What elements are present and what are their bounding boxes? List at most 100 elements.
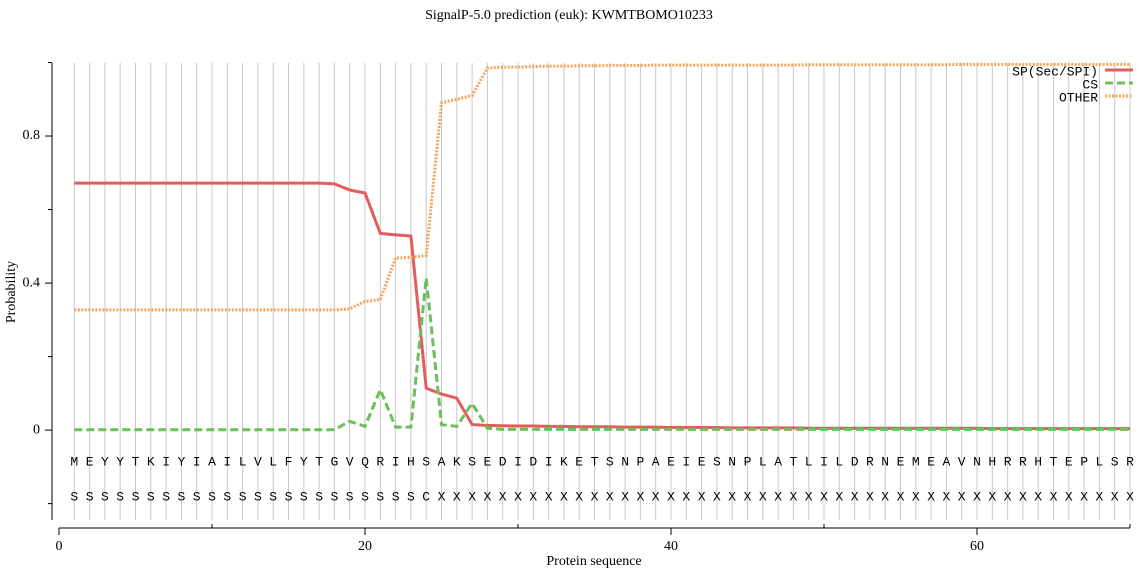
prediction-label: X: [529, 489, 537, 504]
prediction-label: S: [177, 489, 185, 504]
prediction-label: X: [1111, 489, 1119, 504]
prediction-label: S: [223, 489, 231, 504]
prediction-label: S: [70, 489, 78, 504]
prediction-label: X: [636, 489, 644, 504]
prediction-label: X: [713, 489, 721, 504]
residue: P: [636, 454, 644, 469]
x-tick-label: 60: [970, 539, 984, 554]
residue: R: [1126, 454, 1134, 469]
residue: S: [422, 454, 430, 469]
prediction-label: X: [514, 489, 522, 504]
residue: R: [866, 454, 874, 469]
prediction-label: S: [162, 489, 170, 504]
residue: V: [958, 454, 966, 469]
series-line: [74, 62, 1130, 312]
series-line: [74, 181, 1130, 431]
residue: H: [407, 454, 415, 469]
residue: P: [744, 454, 752, 469]
prediction-label: X: [698, 489, 706, 504]
residue: R: [1019, 454, 1027, 469]
prediction-label: X: [453, 489, 461, 504]
prediction-label: X: [1080, 489, 1088, 504]
residue: A: [942, 454, 950, 469]
prediction-label: X: [897, 489, 905, 504]
prediction-label: X: [438, 489, 446, 504]
residue: L: [805, 454, 813, 469]
prediction-label: S: [346, 489, 354, 504]
prediction-label: X: [927, 489, 935, 504]
x-tick-label: 20: [358, 539, 372, 554]
residue: F: [285, 454, 293, 469]
residue: S: [1111, 454, 1119, 469]
prediction-label: X: [1095, 489, 1103, 504]
residue: S: [606, 454, 614, 469]
prediction-label: X: [866, 489, 874, 504]
residue: E: [86, 454, 94, 469]
prediction-label: X: [606, 489, 614, 504]
residue: V: [346, 454, 354, 469]
prediction-label: S: [132, 489, 140, 504]
prediction-label: X: [575, 489, 583, 504]
residue: L: [239, 454, 247, 469]
x-axis-label: Protein sequence: [546, 554, 641, 569]
prediction-label: S: [376, 489, 384, 504]
residue: K: [147, 454, 155, 469]
prediction-label: S: [330, 489, 338, 504]
residue: T: [315, 454, 323, 469]
residue: L: [759, 454, 767, 469]
prediction-label: X: [820, 489, 828, 504]
residue: T: [132, 454, 140, 469]
prediction-label: X: [483, 489, 491, 504]
prediction-label: S: [86, 489, 94, 504]
residue: R: [1004, 454, 1012, 469]
residue: Q: [361, 454, 369, 469]
y-tick-label: 0.4: [23, 275, 41, 290]
residue: M: [912, 454, 920, 469]
prediction-label: X: [1004, 489, 1012, 504]
prediction-label: X: [759, 489, 767, 504]
residue: M: [70, 454, 78, 469]
x-tick-label: 40: [664, 539, 678, 554]
prediction-label: X: [851, 489, 859, 504]
prediction-label: X: [1126, 489, 1134, 504]
prediction-label: X: [652, 489, 660, 504]
prediction-label: S: [208, 489, 216, 504]
series-line: [74, 277, 1130, 432]
residue: P: [1080, 454, 1088, 469]
residue: N: [728, 454, 736, 469]
prediction-label: X: [789, 489, 797, 504]
residue: I: [162, 454, 170, 469]
residue: D: [529, 454, 537, 469]
prediction-label: X: [1050, 489, 1058, 504]
prediction-label: X: [667, 489, 675, 504]
prediction-label: X: [545, 489, 553, 504]
prediction-label: S: [239, 489, 247, 504]
prediction-label: S: [254, 489, 262, 504]
prediction-label: X: [468, 489, 476, 504]
legend-label: SP(Sec/SPI): [1012, 64, 1098, 79]
prediction-label: S: [101, 489, 109, 504]
residue: N: [881, 454, 889, 469]
residue: T: [1050, 454, 1058, 469]
residue: R: [376, 454, 384, 469]
prediction-label: X: [774, 489, 782, 504]
residue: S: [468, 454, 476, 469]
x-tick-label: 0: [56, 539, 63, 554]
residue: I: [820, 454, 828, 469]
y-tick-label: 0.8: [23, 128, 41, 143]
residue: Y: [101, 454, 109, 469]
residue: E: [927, 454, 935, 469]
prediction-label: X: [973, 489, 981, 504]
prediction-label: X: [499, 489, 507, 504]
residue: L: [835, 454, 843, 469]
prediction-label: C: [422, 489, 430, 504]
chart-title: SignalP-5.0 prediction (euk): KWMTBOMO10…: [425, 8, 713, 23]
residue: Y: [177, 454, 185, 469]
prediction-label: S: [407, 489, 415, 504]
residue: Y: [116, 454, 124, 469]
residue: Y: [300, 454, 308, 469]
residue: E: [897, 454, 905, 469]
residue: I: [682, 454, 690, 469]
prediction-label: X: [744, 489, 752, 504]
